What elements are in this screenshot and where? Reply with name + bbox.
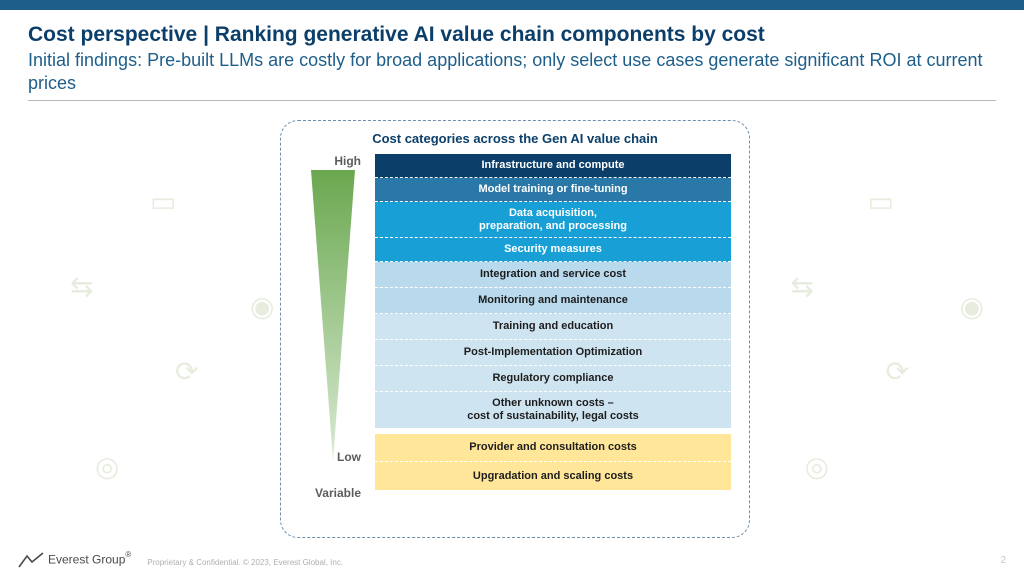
cost-bar: Provider and consultation costs — [375, 434, 731, 462]
cost-bar: Data acquisition, preparation, and proce… — [375, 202, 731, 238]
cost-bar: Security measures — [375, 238, 731, 262]
scale-label-high: High — [334, 154, 361, 168]
bg-icon-document: ▭ — [150, 185, 176, 218]
cost-chart-panel: Cost categories across the Gen AI value … — [280, 120, 750, 538]
cost-bar: Other unknown costs – cost of sustainabi… — [375, 392, 731, 428]
cost-bar: Training and education — [375, 314, 731, 340]
slide-subtitle: Initial findings: Pre-built LLMs are cos… — [28, 49, 996, 94]
logo-text: Everest Group® — [48, 550, 131, 568]
slide-title: Cost perspective | Ranking generative AI… — [28, 22, 996, 47]
cost-bar: Regulatory compliance — [375, 366, 731, 392]
bg-icon-people-r: ⇆ — [791, 270, 814, 303]
bg-icon-target-r: ◎ — [805, 450, 829, 483]
bars-column: Infrastructure and computeModel training… — [375, 154, 731, 524]
footer: Everest Group® Proprietary & Confidentia… — [18, 550, 343, 568]
bg-icon-people: ⇆ — [70, 270, 93, 303]
bg-icon-pin-r: ◉ — [960, 290, 984, 323]
cost-bar: Model training or fine-tuning — [375, 178, 731, 202]
scale-column: High Low Variable — [299, 154, 363, 524]
cost-bar: Upgradation and scaling costs — [375, 462, 731, 490]
chart-body: High Low Variable Infrastruc — [299, 154, 731, 524]
logo-mark-icon — [18, 552, 44, 568]
cost-bar: Post-Implementation Optimization — [375, 340, 731, 366]
scale-label-variable: Variable — [315, 486, 361, 500]
chart-title: Cost categories across the Gen AI value … — [299, 131, 731, 146]
logo: Everest Group® — [18, 550, 131, 568]
bg-icon-refresh-r: ⟳ — [886, 355, 909, 388]
page-number: 2 — [1000, 555, 1006, 566]
cost-bar: Integration and service cost — [375, 262, 731, 288]
slide-content: ▭ ⇆ ◉ ⟳ ◎ ▭ ⇆ ◉ ⟳ ◎ Cost perspective | R… — [0, 10, 1024, 576]
bg-icon-target: ◎ — [95, 450, 119, 483]
cost-gradient-triangle — [311, 170, 355, 460]
top-accent-bar — [0, 0, 1024, 10]
scale-label-low: Low — [337, 450, 361, 464]
copyright-text: Proprietary & Confidential. © 2023, Ever… — [147, 558, 343, 567]
bg-icon-refresh: ⟳ — [175, 355, 198, 388]
bg-icon-pin: ◉ — [250, 290, 274, 323]
title-divider — [28, 100, 996, 101]
cost-bar: Infrastructure and compute — [375, 154, 731, 178]
bg-icon-document-r: ▭ — [868, 185, 894, 218]
cost-bar: Monitoring and maintenance — [375, 288, 731, 314]
